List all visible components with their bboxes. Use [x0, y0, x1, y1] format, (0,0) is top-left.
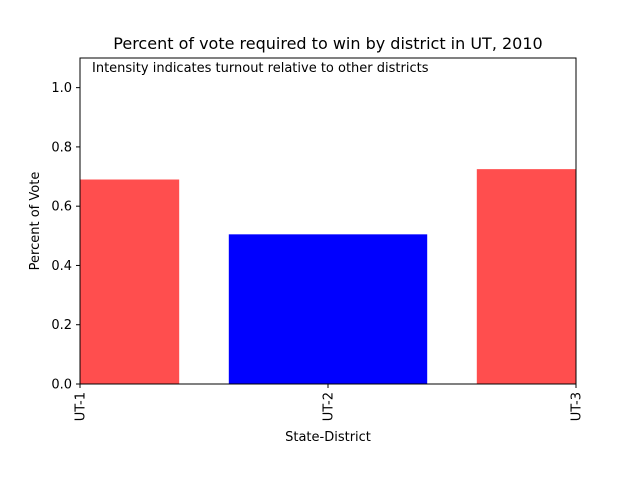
bar-ut-3 [476, 169, 576, 384]
y-tick-label: 0.4 [51, 259, 72, 274]
chart-annotation: Intensity indicates turnout relative to … [92, 61, 429, 76]
x-tick-label: UT-3 [570, 392, 585, 421]
x-tick-label: UT-2 [322, 392, 337, 421]
y-tick-label: 0.0 [51, 378, 72, 393]
bars-group [80, 169, 576, 384]
y-tick-label: 0.8 [51, 140, 72, 155]
x-axis-label: State-District [285, 430, 371, 445]
x-tick-label: UT-1 [74, 392, 89, 421]
x-axis: UT-1 UT-2 UT-3 [74, 384, 585, 421]
y-tick-label: 0.6 [51, 200, 72, 215]
chart-title: Percent of vote required to win by distr… [113, 34, 542, 53]
y-axis-label: Percent of Vote [28, 172, 43, 271]
bar-ut-2 [228, 234, 428, 384]
y-tick-label: 1.0 [51, 81, 72, 96]
y-tick-label: 0.2 [51, 318, 72, 333]
bar-ut-1 [80, 179, 180, 384]
y-axis: 0.0 0.2 0.4 0.6 0.8 1.0 [51, 81, 80, 393]
